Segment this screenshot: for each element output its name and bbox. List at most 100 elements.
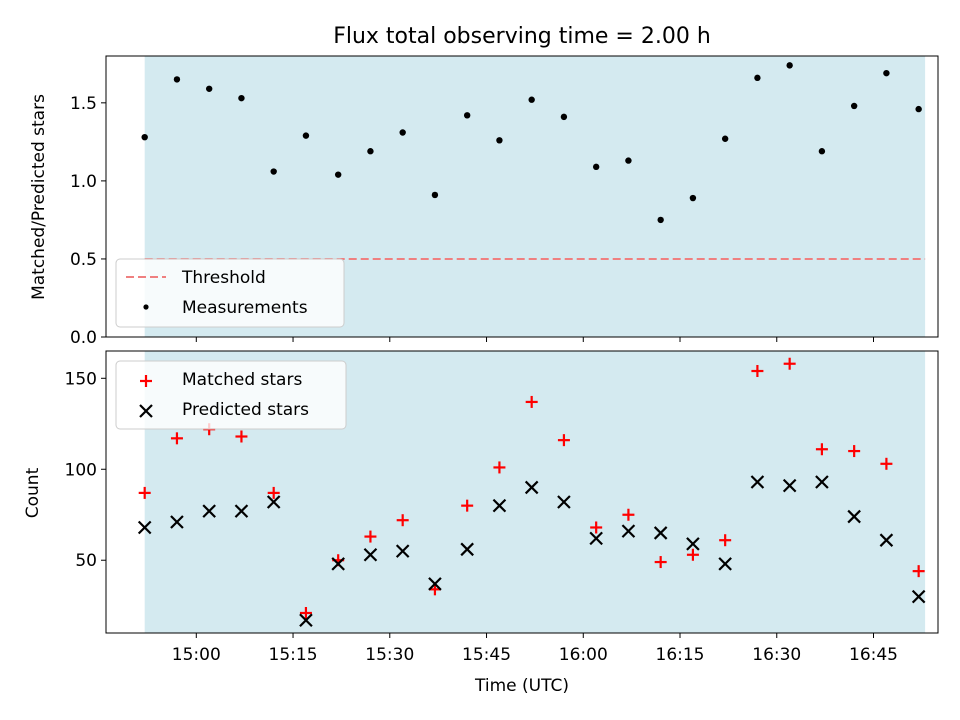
x-tick-label: 15:30 [365, 645, 414, 665]
matched-star-marker [686, 548, 699, 561]
predicted-star-marker [234, 504, 249, 518]
count-y-axis-label: Count [23, 467, 43, 518]
ratio-y-tick-label: 0.5 [70, 250, 97, 270]
measurement-point [205, 85, 213, 92]
matched-star-marker [461, 499, 474, 512]
matched-star-marker [719, 534, 732, 547]
measurement-point [496, 137, 503, 144]
predicted-star-marker [879, 533, 894, 547]
x-tick-label: 16:00 [559, 645, 608, 665]
predicted-legend-swatch [139, 404, 153, 418]
matched-star-marker [590, 521, 603, 534]
count-plot-frame [105, 350, 939, 634]
predicted-star-marker [363, 547, 378, 562]
measurement-point [399, 129, 406, 136]
matched-star-marker [815, 443, 828, 456]
measurement-point [850, 102, 858, 110]
matched-star-marker [170, 432, 183, 445]
predicted-star-marker [653, 526, 668, 540]
ratio-y-tick-label: 1.5 [70, 94, 97, 114]
matched-star-marker [783, 357, 796, 370]
predicted-star-marker [137, 520, 152, 535]
matched-star-marker [751, 365, 764, 378]
matched-legend-label: Matched stars [182, 370, 302, 390]
predicted-star-marker [621, 524, 636, 538]
predicted-star-marker [686, 537, 700, 551]
measurement-point [883, 69, 890, 77]
measurement-point [173, 76, 181, 83]
predicted-star-marker [266, 495, 281, 509]
predicted-legend-label: Predicted stars [182, 400, 309, 420]
predicted-star-marker [589, 531, 603, 546]
predicted-star-marker [782, 478, 797, 493]
predicted-star-marker [299, 613, 313, 628]
x-tick-label: 15:15 [269, 645, 318, 665]
x-tick-label: 15:45 [462, 645, 511, 665]
matched-star-marker [138, 486, 151, 499]
predicted-star-marker [815, 475, 829, 489]
predicted-star-marker [395, 544, 410, 558]
measurement-point [141, 133, 148, 141]
x-tick-label: 16:45 [849, 645, 898, 665]
count-panel: 50 100 150 15:00 15:15 15:30 15:45 16:00 16:15 1… [23, 350, 939, 696]
predicted-star-marker [524, 480, 539, 495]
ratio-y-axis-label: Matched/Predicted stars [29, 94, 49, 300]
measurement-point [528, 96, 535, 103]
measurement-legend-label: Measurements [182, 298, 308, 318]
matched-legend-swatch [140, 375, 152, 387]
ratio-y-tick-label: 1.0 [70, 172, 97, 192]
count-legend: Matched stars Predicted stars [115, 360, 347, 430]
chart-title: Flux total observing time = 2.00 h [333, 24, 711, 49]
x-tick-label: 16:30 [752, 645, 801, 665]
count-y-tick-label: 50 [75, 551, 97, 571]
measurement-point [625, 157, 632, 164]
matched-star-marker [880, 457, 893, 470]
predicted-star-marker [557, 495, 571, 509]
x-tick-label: 15:00 [172, 645, 221, 665]
predicted-star-marker [911, 589, 926, 604]
measurement-point [818, 148, 826, 155]
ratio-legend: Threshold Measurements [115, 258, 345, 328]
predicted-star-marker [170, 515, 184, 529]
matched-star-marker [364, 530, 377, 543]
measurement-point [270, 168, 277, 175]
measurement-point [431, 191, 439, 199]
measurement-point [721, 135, 729, 142]
ratio-y-tick-label: 0.0 [70, 328, 97, 348]
measurement-point [754, 74, 761, 82]
matched-star-marker [299, 606, 312, 619]
measurement-point [657, 216, 664, 224]
x-axis-label: Time (UTC) [474, 676, 569, 696]
measurement-point [463, 112, 471, 119]
threshold-legend-label: Threshold [181, 268, 266, 288]
matched-star-marker [654, 556, 667, 569]
measurement-point [560, 113, 568, 121]
matched-star-marker [493, 461, 506, 474]
predicted-star-marker [460, 542, 474, 557]
predicted-star-marker [331, 557, 345, 571]
measurement-point [689, 194, 697, 202]
count-y-tick-label: 100 [65, 460, 97, 480]
matched-star-marker [235, 430, 248, 443]
measurement-point [367, 148, 374, 155]
measurement-point [302, 132, 310, 139]
predicted-star-marker [428, 577, 442, 591]
predicted-star-marker [718, 557, 732, 571]
predicted-star-marker [847, 509, 861, 524]
x-tick-label: 16:15 [656, 645, 705, 665]
measurement-point [786, 62, 793, 69]
matched-star-marker [525, 395, 538, 408]
matched-star-marker [557, 434, 570, 447]
predicted-star-marker [202, 504, 216, 518]
matched-star-marker [848, 445, 861, 458]
matched-star-marker [396, 514, 409, 527]
predicted-star-marker [750, 475, 765, 489]
predicted-star-marker [492, 498, 507, 513]
matched-star-marker [267, 486, 280, 499]
count-y-tick-label: 150 [65, 369, 97, 389]
measurement-point [592, 163, 600, 171]
measurement-point [238, 94, 245, 102]
ratio-panel: 0.0 0.5 1.0 1.5 Matched/Predicted stars Thr… [29, 55, 939, 348]
matched-star-marker [622, 508, 635, 521]
